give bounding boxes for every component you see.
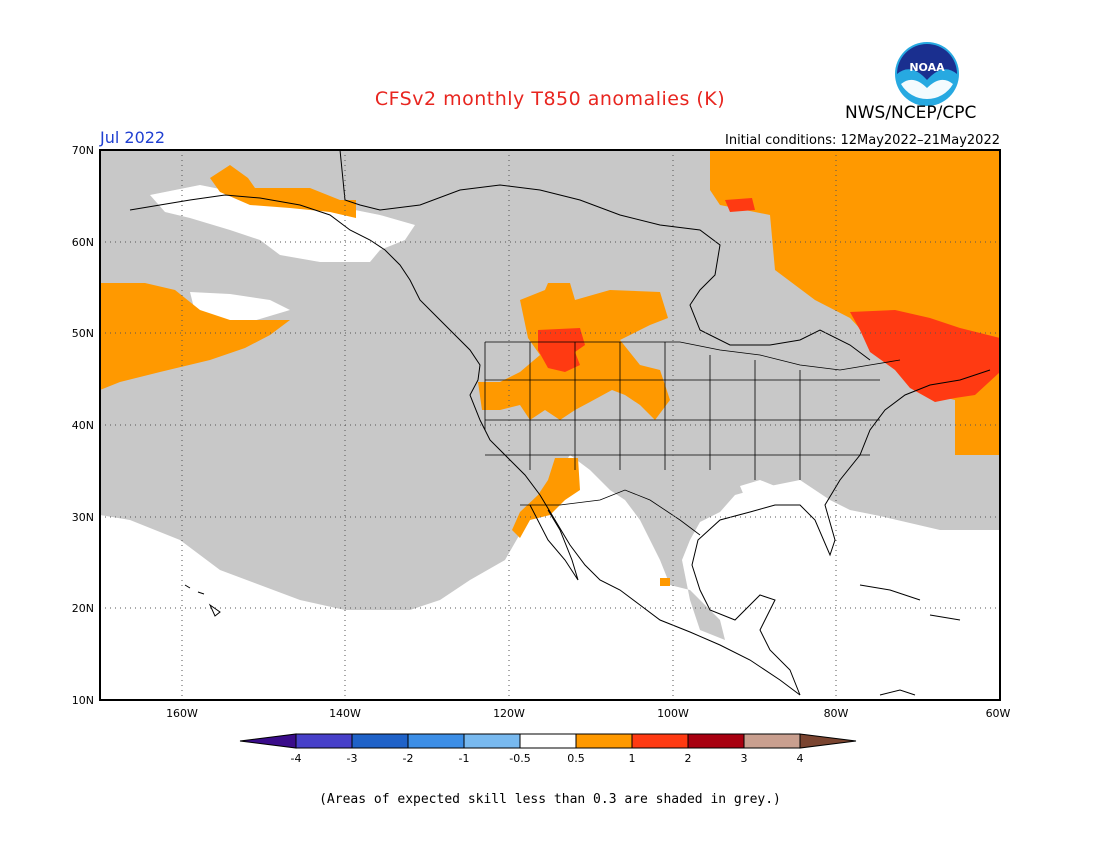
colorbar-label-8: 3: [741, 752, 748, 765]
caribbean-islands: [859, 584, 961, 696]
colorbar-bin-5: [519, 733, 577, 749]
colorbar-label-4: -0.5: [509, 752, 530, 765]
baja-coastline: [529, 504, 579, 581]
latitude-labels: 70N 60N 50N 40N 30N 20N 10N: [72, 144, 94, 707]
colorbar-bin-7: [631, 733, 689, 749]
lon-label-140w: 140W: [329, 707, 361, 720]
colorbar-bin-3: [407, 733, 465, 749]
colorbar-bin-4: [463, 733, 521, 749]
us-mexico-border: [520, 489, 701, 536]
lat-label-50n: 50N: [72, 327, 94, 340]
political-borders-layer: [484, 341, 901, 536]
colorbar-label-7: 2: [685, 752, 692, 765]
lon-label-100w: 100W: [657, 707, 689, 720]
colorbar-bin-2: [351, 733, 409, 749]
arctic-coastline: [339, 150, 871, 361]
rockies-red-region: [538, 328, 585, 372]
colorbar: -4 -3 -2 -1 -0.5 0.5 1 2 3 4: [239, 733, 857, 765]
map-frame: [99, 149, 1001, 701]
lat-label-40n: 40N: [72, 419, 94, 432]
alaska-white-region: [150, 185, 415, 262]
colorbar-bin-6: [575, 733, 633, 749]
agency-label: NWS/NCEP/CPC: [845, 103, 977, 123]
colorbar-label-6: 1: [629, 752, 636, 765]
kamchatka-orange-region: [100, 283, 290, 390]
mexico-orange-patch: [660, 578, 670, 586]
map-title: CFSv2 monthly T850 anomalies (K): [374, 88, 726, 110]
skill-footnote: (Areas of expected skill less than 0.3 a…: [319, 792, 781, 807]
coastline-layer: [129, 150, 991, 696]
colorbar-label-5: 0.5: [567, 752, 585, 765]
colorbar-bin-10: [799, 733, 857, 749]
longitude-labels: 160W 140W 120W 100W 80W 60W: [166, 707, 1010, 720]
lat-label-20n: 20N: [72, 602, 94, 615]
lat-label-10n: 10N: [72, 694, 94, 707]
colorbar-label-9: 4: [797, 752, 804, 765]
gulf-coastline: [691, 369, 991, 696]
us-canada-border: [485, 341, 901, 371]
valid-month: Jul 2022: [100, 128, 166, 147]
lon-label-120w: 120W: [493, 707, 525, 720]
lat-label-70n: 70N: [72, 144, 94, 157]
graticule: [100, 150, 1000, 700]
colorbar-label-0: -4: [291, 752, 302, 765]
noaa-logo: NOAA: [895, 42, 959, 106]
colorbar-label-1: -3: [347, 752, 358, 765]
colorbar-bin-8: [687, 733, 745, 749]
greenland-red-patch: [725, 198, 755, 212]
colorbar-label-3: -1: [459, 752, 470, 765]
colorbar-bin-0: [239, 733, 297, 749]
southwest-orange-region: [512, 458, 580, 538]
initial-conditions: Initial conditions: 12May2022–21May2022: [725, 133, 1000, 148]
lon-label-160w: 160W: [166, 707, 198, 720]
colorbar-bin-1: [295, 733, 353, 749]
colorbar-bin-9: [743, 733, 801, 749]
lon-label-80w: 80W: [824, 707, 849, 720]
lat-label-30n: 30N: [72, 511, 94, 524]
bering-orange-region: [210, 165, 356, 218]
lon-label-60w: 60W: [986, 707, 1011, 720]
lat-label-60n: 60N: [72, 236, 94, 249]
noaa-logo-text: NOAA: [909, 61, 945, 74]
north-america-coastline: [129, 194, 801, 696]
colorbar-label-2: -2: [403, 752, 414, 765]
